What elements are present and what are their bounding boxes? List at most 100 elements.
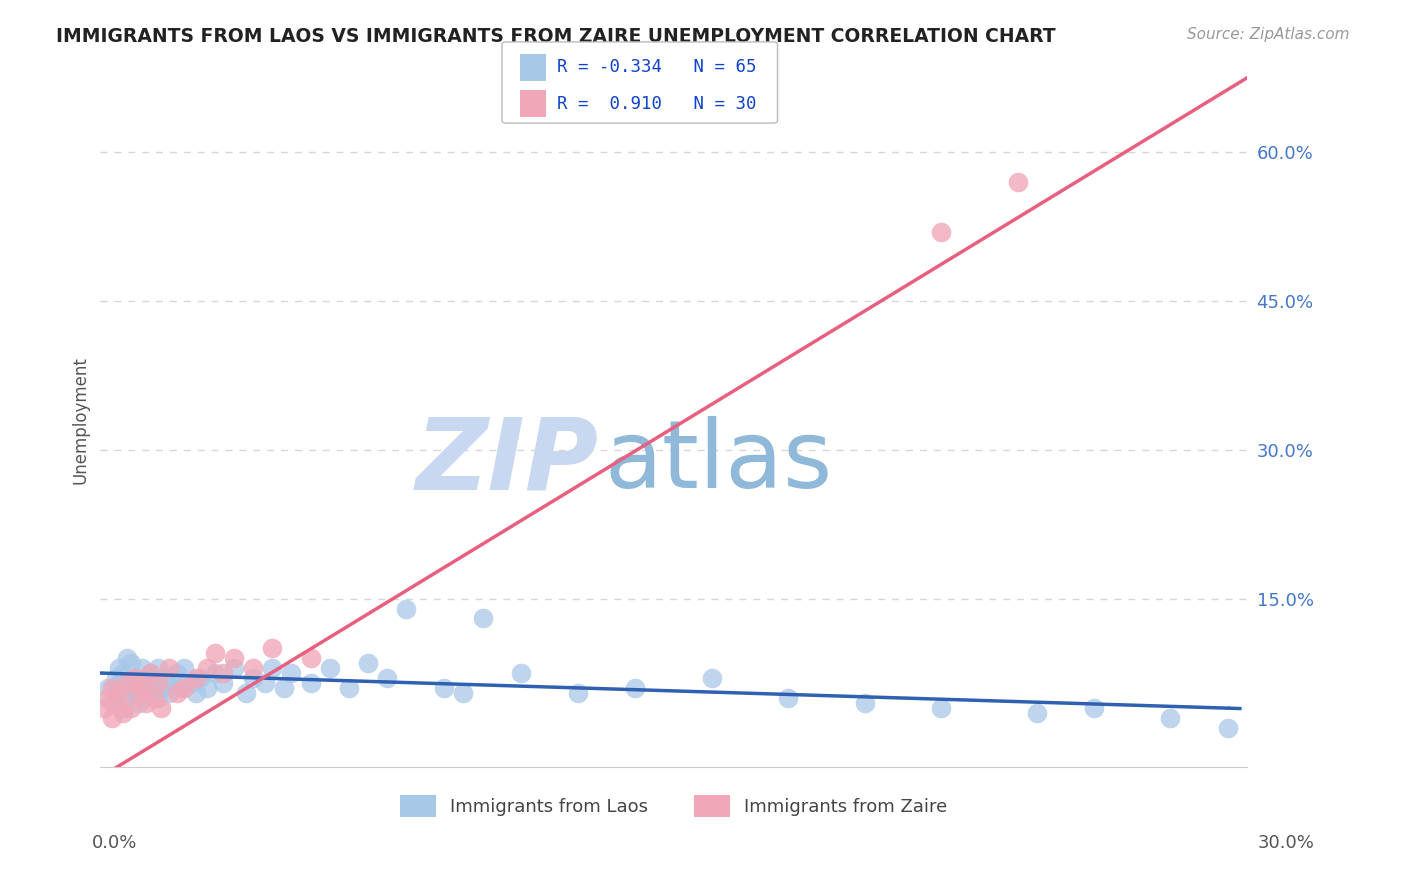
Point (181, 676, 204, 690)
Point (1216, 721, 1239, 735)
Point (929, 225, 952, 239)
Point (146, 676, 169, 690)
Point (115, 676, 138, 690)
Point (280, 666, 302, 681)
Legend: Immigrants from Laos, Immigrants from Zaire: Immigrants from Laos, Immigrants from Za… (392, 788, 955, 824)
Point (1025, 706, 1047, 720)
Point (273, 681, 295, 695)
Point (112, 666, 135, 681)
Point (211, 666, 233, 681)
Point (108, 686, 131, 700)
Point (139, 666, 162, 681)
Point (115, 651, 138, 665)
Point (357, 656, 380, 670)
Point (242, 661, 264, 675)
Point (169, 681, 191, 695)
Point (120, 681, 142, 695)
Text: Source: ZipAtlas.com: Source: ZipAtlas.com (1187, 27, 1350, 42)
Point (97, 690, 120, 705)
Point (131, 681, 153, 695)
Text: atlas: atlas (605, 416, 832, 508)
Point (101, 681, 124, 695)
Point (104, 696, 127, 710)
Point (184, 671, 207, 685)
Point (299, 651, 322, 665)
Point (155, 671, 177, 685)
Point (166, 686, 188, 700)
Point (115, 690, 138, 705)
Point (104, 671, 127, 685)
Y-axis label: Unemployment: Unemployment (72, 356, 89, 484)
Point (204, 646, 226, 660)
Point (453, 686, 475, 700)
Point (262, 641, 284, 656)
Point (120, 700, 142, 714)
Point (120, 656, 142, 670)
Point (112, 700, 135, 714)
Point (142, 690, 165, 705)
Point (162, 676, 184, 690)
Point (471, 611, 494, 625)
Text: ZIP: ZIP (416, 413, 599, 510)
Point (93, 700, 115, 714)
Point (128, 696, 150, 710)
Point (128, 686, 150, 700)
Point (567, 686, 589, 700)
Point (211, 676, 233, 690)
Point (104, 686, 127, 700)
Point (235, 686, 257, 700)
Point (253, 676, 276, 690)
Point (299, 676, 322, 690)
Point (395, 601, 418, 615)
Point (157, 686, 180, 700)
Point (150, 681, 173, 695)
Point (146, 661, 169, 675)
Point (146, 690, 169, 705)
Point (184, 686, 207, 700)
Point (195, 661, 218, 675)
Text: R =  0.910   N = 30: R = 0.910 N = 30 (557, 95, 756, 112)
Point (128, 676, 150, 690)
Point (1007, 175, 1029, 189)
Point (124, 671, 146, 685)
Point (139, 666, 162, 681)
Point (375, 671, 398, 685)
Point (112, 706, 135, 720)
Point (135, 671, 157, 685)
Point (166, 666, 188, 681)
Point (124, 671, 146, 685)
Point (131, 686, 153, 700)
Point (195, 681, 218, 695)
Point (433, 681, 456, 695)
Point (262, 661, 284, 675)
Point (150, 700, 173, 714)
Point (157, 661, 180, 675)
Text: IMMIGRANTS FROM LAOS VS IMMIGRANTS FROM ZAIRE UNEMPLOYMENT CORRELATION CHART: IMMIGRANTS FROM LAOS VS IMMIGRANTS FROM … (56, 27, 1056, 45)
Text: R = -0.334   N = 65: R = -0.334 N = 65 (557, 58, 756, 77)
Point (188, 671, 211, 685)
Point (224, 651, 246, 665)
Point (142, 676, 165, 690)
Text: 0.0%: 0.0% (91, 834, 136, 852)
Point (124, 686, 146, 700)
Point (1083, 700, 1105, 714)
Point (853, 696, 876, 710)
Point (318, 661, 340, 675)
Point (135, 696, 157, 710)
Point (101, 696, 124, 710)
Point (204, 666, 226, 681)
Point (1159, 711, 1181, 725)
Point (242, 671, 264, 685)
Point (778, 690, 800, 705)
Point (131, 661, 153, 675)
Point (509, 666, 531, 681)
Point (97, 681, 120, 695)
Point (337, 681, 360, 695)
Point (224, 661, 246, 675)
Point (624, 681, 647, 695)
Point (700, 671, 723, 685)
Point (173, 661, 195, 675)
Point (101, 711, 124, 725)
Point (929, 700, 952, 714)
Point (139, 686, 162, 700)
